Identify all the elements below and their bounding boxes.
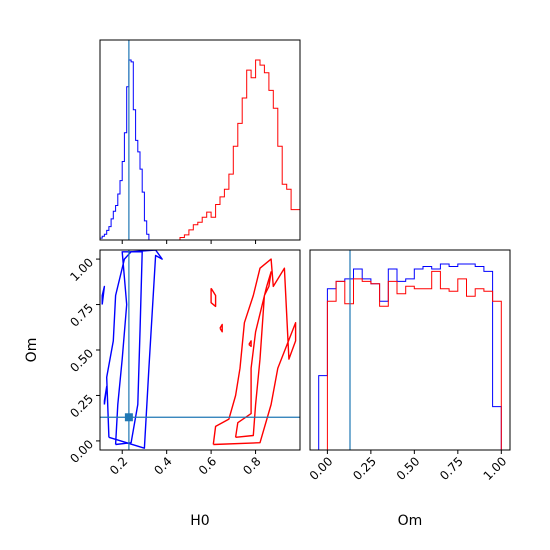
om-panel-frame bbox=[309, 249, 511, 451]
om-tick-label: 0.25 bbox=[67, 392, 96, 421]
om-marginal-panel: 0.00 0.25 0.50 0.75 1.00 bbox=[307, 249, 511, 483]
h0-om-contour-panel: 0.2 0.4 0.6 0.8 0.00 0.25 0.50 0.75 1.00 bbox=[67, 249, 301, 478]
blue-contour-1 bbox=[106, 250, 163, 449]
contour-lines bbox=[101, 250, 297, 449]
truth-marker bbox=[124, 413, 133, 422]
red-contour-1 bbox=[212, 258, 297, 446]
om-tick-label: 0.00 bbox=[67, 437, 96, 466]
om-x-tick-label: 0.50 bbox=[394, 454, 423, 483]
om-tick-label: 0.50 bbox=[67, 346, 96, 375]
om-hist-blue bbox=[310, 263, 510, 451]
y-axis-label-om: Om bbox=[24, 338, 40, 363]
x-axis-label-h0: H0 bbox=[190, 513, 209, 529]
h0-tick-label: 0.8 bbox=[240, 454, 263, 477]
blue-contour-3 bbox=[101, 285, 106, 305]
om-tick-label: 0.75 bbox=[67, 301, 96, 330]
om-x-tick-label: 0.25 bbox=[350, 454, 379, 483]
h0-hist-blue bbox=[99, 59, 150, 240]
red-contour-4 bbox=[248, 340, 252, 348]
h0-panel-frame bbox=[99, 39, 301, 241]
om-x-tick-label: 0.75 bbox=[437, 454, 466, 483]
om-x-tick-label: 1.00 bbox=[481, 454, 510, 483]
red-contour-0 bbox=[234, 271, 272, 438]
om-hist-red bbox=[326, 270, 502, 450]
h0-tick-label: 0.2 bbox=[107, 454, 130, 477]
blue-contour-2 bbox=[103, 385, 108, 405]
om-x-tick-label: 0.00 bbox=[307, 454, 336, 483]
red-contour-3 bbox=[219, 323, 223, 333]
x-axis-label-om: Om bbox=[398, 513, 423, 529]
h0-marginal-panel bbox=[99, 39, 301, 244]
h0-tick-label: 0.6 bbox=[196, 454, 219, 477]
om-tick-label: 1.00 bbox=[67, 255, 96, 284]
h0-tick-label: 0.4 bbox=[151, 454, 174, 477]
red-contour-2 bbox=[210, 287, 217, 308]
h0-hist-red bbox=[179, 59, 301, 240]
